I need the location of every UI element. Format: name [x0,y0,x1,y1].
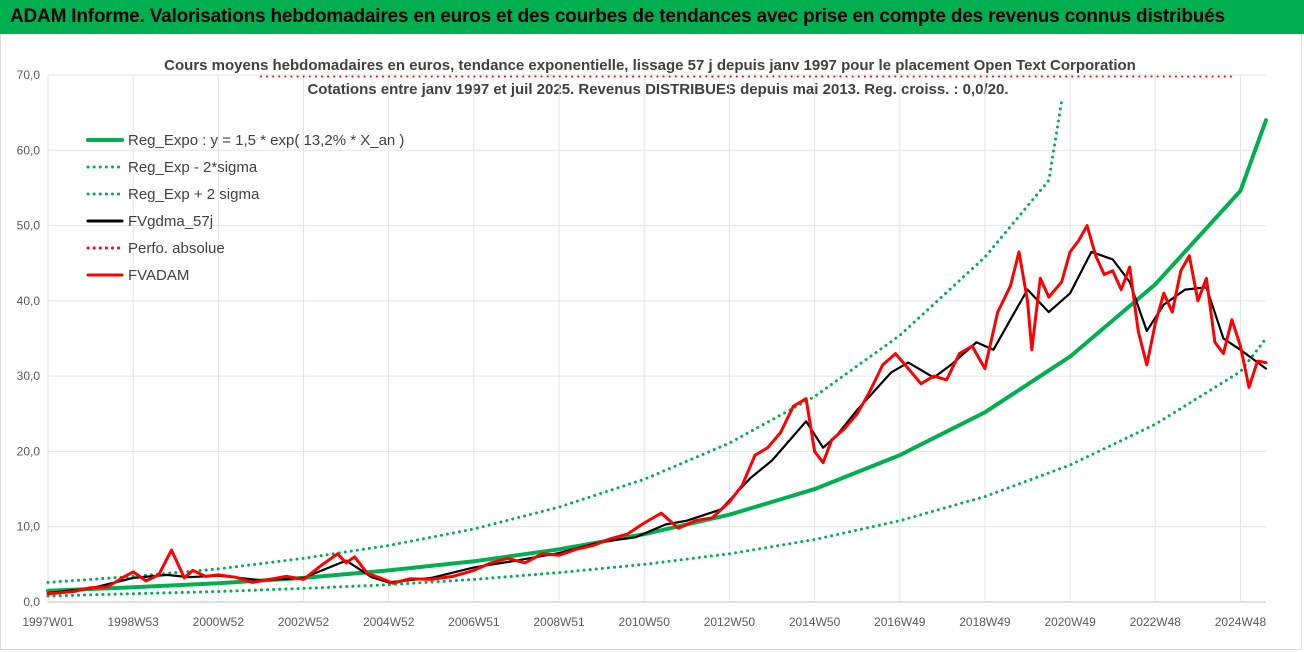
series-line-1 [46,337,1268,598]
y-tick-label: 60,0 [17,143,41,157]
chart-title: Cours moyens hebdomadaires en euros, ten… [164,57,1136,74]
banner-title: ADAM Informe. Valorisations hebdomadaire… [10,6,1225,27]
legend: Reg_Expo : y = 1,5 * exp( 13,2% * X_an )… [86,132,404,284]
y-tick-label: 20,0 [17,444,41,458]
series-group [46,75,1268,598]
y-tick-label: 30,0 [17,369,41,383]
x-tick-label: 2020W49 [1044,615,1096,629]
x-tick-label: 2024W48 [1215,615,1267,629]
x-tick-label: 2016W49 [874,615,926,629]
y-tick-label: 0,0 [23,595,40,609]
axes: 0,0 10,0 20,0 30,0 40,0 50,0 60,0 70,0 1997W01 19… [17,68,1267,629]
y-tick-label: 40,0 [17,294,41,308]
chart-subtitle: Cotations entre janv 1997 et juil 2025. … [307,81,1008,98]
legend-label-5: FVADAM [128,267,189,284]
y-tick-label: 50,0 [17,219,41,233]
x-tick-label: 2012W50 [704,615,756,629]
legend-label-2: Reg_Exp + 2 sigma [128,186,260,203]
x-tick-label: 2014W50 [789,615,841,629]
x-tick-label: 1997W01 [22,615,74,629]
y-tick-label: 70,0 [17,68,41,82]
x-tick-label: 2002W52 [278,615,330,629]
x-tick-label: 2022W48 [1130,615,1182,629]
x-tick-label: 1998W53 [107,615,159,629]
x-tick-label: 2008W51 [533,615,585,629]
x-tick-label: 2018W49 [959,615,1011,629]
title-banner: ADAM Informe. Valorisations hebdomadaire… [0,0,1304,34]
x-tick-label: 2004W52 [363,615,415,629]
legend-label-0: Reg_Expo : y = 1,5 * exp( 13,2% * X_an ) [128,132,404,149]
series-line-5 [46,224,1268,596]
legend-label-4: Perfo. absolue [128,240,225,257]
series-line-2 [46,99,1064,584]
gridlines [47,74,1266,603]
legend-label-1: Reg_Exp - 2*sigma [128,159,258,176]
legend-label-3: FVgdma_57j [128,213,213,230]
series-line-3 [46,250,1268,595]
x-tick-label: 2000W52 [193,615,245,629]
chart-frame [0,34,1302,650]
x-tick-label: 2010W50 [619,615,671,629]
y-tick-label: 10,0 [17,520,41,534]
x-tick-label: 2006W51 [448,615,500,629]
